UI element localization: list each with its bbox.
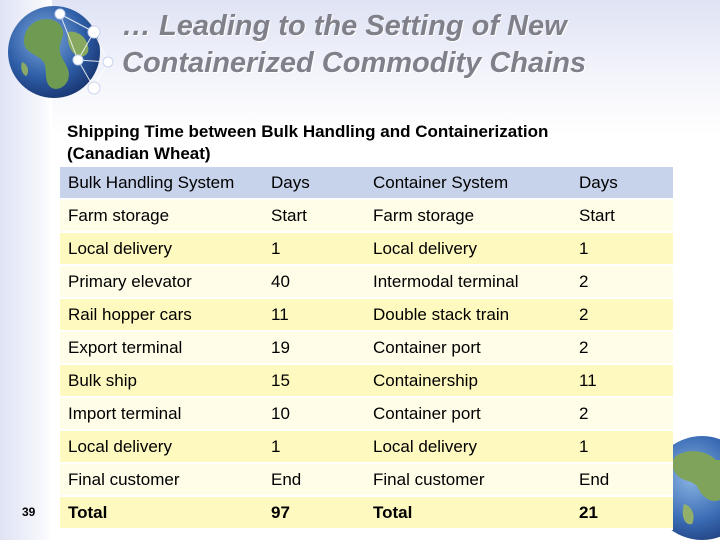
page-title: … Leading to the Setting of New Containe… [122,8,712,82]
table-cell: 1 [571,431,673,464]
shipping-time-table: Bulk Handling System Days Container Syst… [60,167,673,530]
table-header-row: Bulk Handling System Days Container Syst… [60,167,673,200]
table-row: Farm storage Start Farm storage Start [60,200,673,233]
table-row: Bulk ship 15 Containership 11 [60,365,673,398]
table-cell: Total [60,497,263,530]
table-cell: Start [263,200,365,233]
table-cell: 2 [571,299,673,332]
table-cell: Farm storage [365,200,571,233]
globe-network-icon [8,6,114,98]
table-cell: End [263,464,365,497]
table-total-row: Total 97 Total 21 [60,497,673,530]
table-cell: Local delivery [365,431,571,464]
table-cell: 2 [571,266,673,299]
table-cell: 1 [263,233,365,266]
caption-line-1: Shipping Time between Bulk Handling and … [67,122,549,141]
table-row: Local delivery 1 Local delivery 1 [60,431,673,464]
table-cell: Local delivery [60,431,263,464]
table-cell: Rail hopper cars [60,299,263,332]
top-band [0,0,720,135]
table-cell: Final customer [60,464,263,497]
slide-number: 39 [22,505,36,519]
table-cell: 15 [263,365,365,398]
table-cell: 11 [263,299,365,332]
table-cell: Export terminal [60,332,263,365]
table-cell: Container port [365,332,571,365]
table-cell: Primary elevator [60,266,263,299]
table-cell: 97 [263,497,365,530]
table-cell: 1 [571,233,673,266]
table-cell: 40 [263,266,365,299]
table-cell: End [571,464,673,497]
table-row: Export terminal 19 Container port 2 [60,332,673,365]
table-cell: Container port [365,398,571,431]
table-cell: Local delivery [60,233,263,266]
table-row: Final customer End Final customer End [60,464,673,497]
table-cell: 2 [571,332,673,365]
table-row: Rail hopper cars 11 Double stack train 2 [60,299,673,332]
table-cell: Farm storage [60,200,263,233]
table-cell: 11 [571,365,673,398]
table-caption: Shipping Time between Bulk Handling and … [67,121,687,165]
table-cell: Final customer [365,464,571,497]
column-header: Days [263,167,365,200]
table-cell: Local delivery [365,233,571,266]
table-cell: 21 [571,497,673,530]
column-header: Container System [365,167,571,200]
table-cell: Containership [365,365,571,398]
table-row: Import terminal 10 Container port 2 [60,398,673,431]
table-cell: 2 [571,398,673,431]
table-cell: 1 [263,431,365,464]
column-header: Bulk Handling System [60,167,263,200]
table-cell: 10 [263,398,365,431]
table-row: Primary elevator 40 Intermodal terminal … [60,266,673,299]
table-row: Local delivery 1 Local delivery 1 [60,233,673,266]
column-header: Days [571,167,673,200]
table-cell: Total [365,497,571,530]
table-cell: Start [571,200,673,233]
table-cell: Import terminal [60,398,263,431]
table-cell: Double stack train [365,299,571,332]
table-cell: Bulk ship [60,365,263,398]
table-cell: Intermodal terminal [365,266,571,299]
table-cell: 19 [263,332,365,365]
title-line-2: Containerized Commodity Chains [122,47,587,79]
caption-line-2: (Canadian Wheat) [67,144,211,163]
title-line-1: … Leading to the Setting of New [122,10,567,42]
